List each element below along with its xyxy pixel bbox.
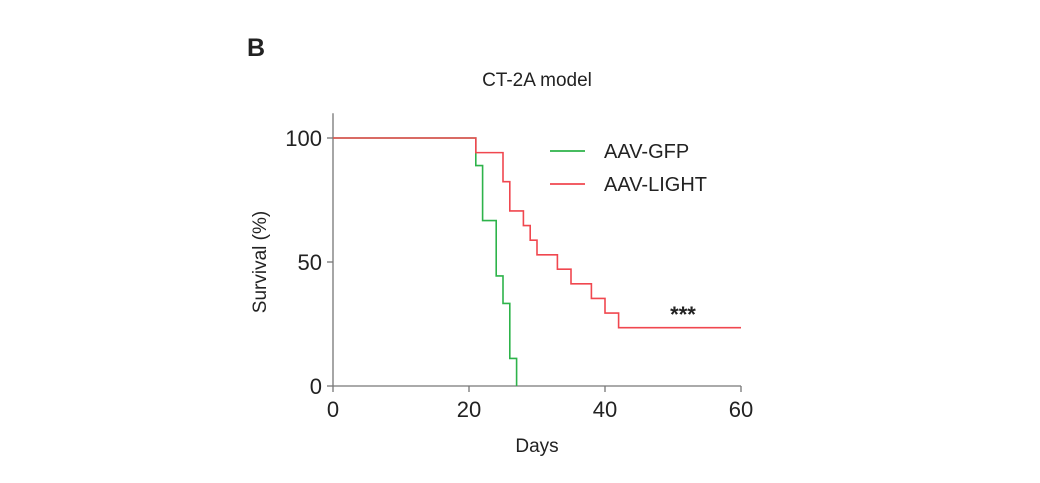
x-tick-label: 0	[327, 397, 339, 422]
survival-curve-aav-light	[333, 137, 741, 329]
y-tick-label: 50	[298, 250, 322, 275]
survival-curve-aav-gfp	[333, 137, 518, 386]
legend-label: AAV-GFP	[604, 141, 689, 163]
legend-label: AAV-LIGHT	[604, 174, 707, 196]
y-axis-label: Survival (%)	[250, 211, 271, 313]
y-tick-label: 0	[310, 374, 322, 399]
x-tick-label: 60	[729, 397, 753, 422]
significance-annotation: ***	[670, 302, 696, 327]
chart-title: CT-2A model	[482, 70, 592, 91]
panel-label: B	[247, 34, 265, 62]
x-tick-label: 40	[593, 397, 617, 422]
x-tick-label: 20	[457, 397, 481, 422]
y-tick-label: 100	[285, 126, 322, 151]
x-axis-label: Days	[515, 436, 558, 457]
